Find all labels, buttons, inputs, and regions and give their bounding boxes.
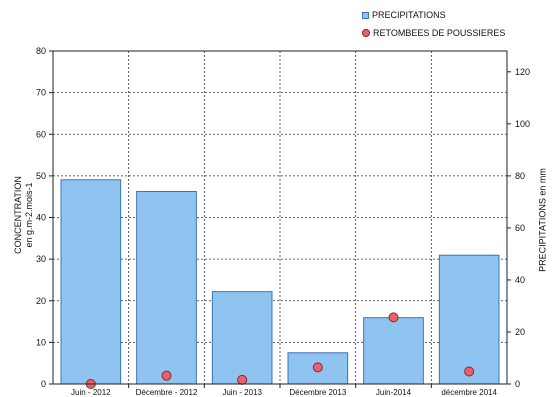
x-tick-label: Juin - 2012 xyxy=(71,388,111,397)
grid xyxy=(53,50,507,384)
x-tick-label: décembre 2014 xyxy=(441,388,497,397)
bars xyxy=(60,179,500,385)
point-dust xyxy=(161,370,172,381)
y-axis-left-title-line-1: CONCENTRATION xyxy=(13,176,23,254)
left-tick-label: 10 xyxy=(36,337,46,347)
point-dust xyxy=(388,312,399,323)
right-tick-labels: 0 20 40 60 80 100 120 xyxy=(515,67,530,389)
left-tick-label: 80 xyxy=(36,46,46,56)
right-tick-label: 0 xyxy=(515,379,520,389)
legend-swatch-dust xyxy=(362,29,370,37)
point-dust xyxy=(237,374,248,385)
right-tick-label: 60 xyxy=(515,223,525,233)
legend-label-dust: RETOMBEES DE POUSSIERES xyxy=(373,28,506,38)
right-tick-label: 100 xyxy=(515,119,530,129)
left-tick-label: 0 xyxy=(41,379,46,389)
bar-precipitations xyxy=(211,291,273,385)
x-tick-label: Juin - 2013 xyxy=(222,388,262,397)
left-tick-label: 60 xyxy=(36,129,46,139)
y-axis-right-title: PRECIPITATIONS en mm xyxy=(534,150,552,290)
legend-item-precipitations: PRECIPITATIONS xyxy=(362,6,505,24)
x-tick-label: Juin-2014 xyxy=(376,388,412,397)
right-tick-label: 20 xyxy=(515,327,525,337)
point-dust xyxy=(312,362,323,373)
x-tick-label: Décembre 2013 xyxy=(289,388,346,397)
left-tick-labels: 0 10 20 30 40 50 60 70 80 xyxy=(36,46,46,389)
point-dust xyxy=(464,366,475,377)
left-tick-label: 40 xyxy=(36,213,46,223)
legend-label-precipitations: PRECIPITATIONS xyxy=(372,10,446,20)
points xyxy=(85,312,475,389)
left-tick-label: 20 xyxy=(36,296,46,306)
axes xyxy=(49,50,511,388)
legend-item-dust: RETOMBEES DE POUSSIERES xyxy=(362,24,505,42)
legend-swatch-precipitations xyxy=(362,11,369,19)
y-axis-right-title-text: PRECIPITATIONS en mm xyxy=(537,168,548,272)
bar-precipitations xyxy=(136,190,197,385)
x-tick-label: Décembre - 2012 xyxy=(136,388,198,397)
right-tick-label: 120 xyxy=(515,67,530,77)
left-tick-label: 70 xyxy=(36,88,46,98)
legend: PRECIPITATIONS RETOMBEES DE POUSSIERES xyxy=(362,6,505,42)
y-axis-left-title: CONCENTRATION en g.m-2.mois-1 xyxy=(4,160,44,270)
right-tick-label: 80 xyxy=(515,171,525,181)
y-axis-left-title-line-2: en g.m-2.mois-1 xyxy=(24,182,34,248)
left-tick-label: 30 xyxy=(36,254,46,264)
bar-precipitations xyxy=(438,254,500,385)
bar-precipitations xyxy=(363,317,424,385)
plot-frame xyxy=(52,50,508,385)
bar-precipitations xyxy=(60,179,122,385)
right-tick-label: 40 xyxy=(515,275,525,285)
x-tick-labels: Juin - 2012 Décembre - 2012 Juin - 2013 Déc… xyxy=(71,388,497,397)
left-tick-label: 50 xyxy=(36,171,46,181)
